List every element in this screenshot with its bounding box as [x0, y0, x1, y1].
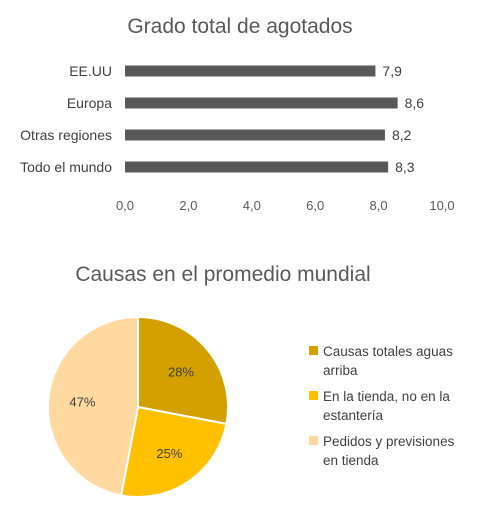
pie-slice	[119, 405, 228, 498]
bar-data-label: 8,2	[392, 127, 412, 143]
x-tick-label: 8,0	[370, 198, 388, 213]
x-tick-label: 2,0	[179, 198, 197, 213]
legend-label: En la tienda, no en la	[323, 389, 450, 404]
bar-data-labels: 7,98,6 8,2 8,3	[382, 63, 424, 175]
pie-data-label: 47%	[69, 395, 95, 410]
pie-legend: Causas totales aguas arriba En la tienda, …	[309, 344, 455, 468]
x-tick-label: 6,0	[306, 198, 324, 213]
bar	[125, 97, 398, 109]
bar-data-label: 8,3	[395, 159, 415, 175]
bar	[125, 65, 376, 77]
x-tick-label: 0,0	[116, 198, 134, 213]
bar-data-label: 8,6	[405, 95, 425, 111]
bar-category-labels: EE.UU Europa Otras regiones Todo el mundo	[20, 63, 112, 175]
legend-swatch	[309, 436, 318, 445]
pie-slice	[46, 315, 139, 497]
category-label: Todo el mundo	[20, 159, 112, 175]
legend-swatch	[309, 346, 318, 355]
bar-chart: Grado total de agotados EE.UU Europa Otras…	[20, 15, 455, 213]
category-label: EE.UU	[69, 63, 112, 79]
pie-data-label: 25%	[156, 446, 182, 461]
pie-data-label: 28%	[168, 364, 194, 379]
category-label: Otras regiones	[20, 127, 112, 143]
bar	[125, 161, 389, 173]
legend-swatch	[309, 391, 318, 400]
pie-chart-title: Causas en el promedio mundial	[75, 263, 370, 286]
legend-label: en tienda	[323, 453, 379, 468]
legend-label: estantería	[323, 408, 384, 423]
legend-label: Pedidos y previsiones	[323, 434, 455, 449]
pie-data-labels: 28% 25% 47%	[69, 364, 194, 461]
pie-slices	[46, 315, 229, 498]
pie-slice	[137, 315, 229, 426]
x-tick-label: 4,0	[243, 198, 261, 213]
legend-label: arriba	[323, 363, 358, 378]
bar-data-label: 7,9	[382, 63, 402, 79]
bar-x-axis-ticks: 0,0 2,0 4,0 6,0 8,0 10,0	[116, 198, 455, 213]
x-tick-label: 10,0	[429, 198, 454, 213]
legend-label: Causas totales aguas	[323, 344, 453, 359]
category-label: Europa	[67, 95, 112, 111]
bar-series	[125, 65, 398, 173]
bar-chart-title: Grado total de agotados	[127, 15, 352, 38]
pie-chart: Causas en el promedio mundial 28%25%47% …	[46, 263, 455, 498]
bar	[125, 129, 385, 141]
